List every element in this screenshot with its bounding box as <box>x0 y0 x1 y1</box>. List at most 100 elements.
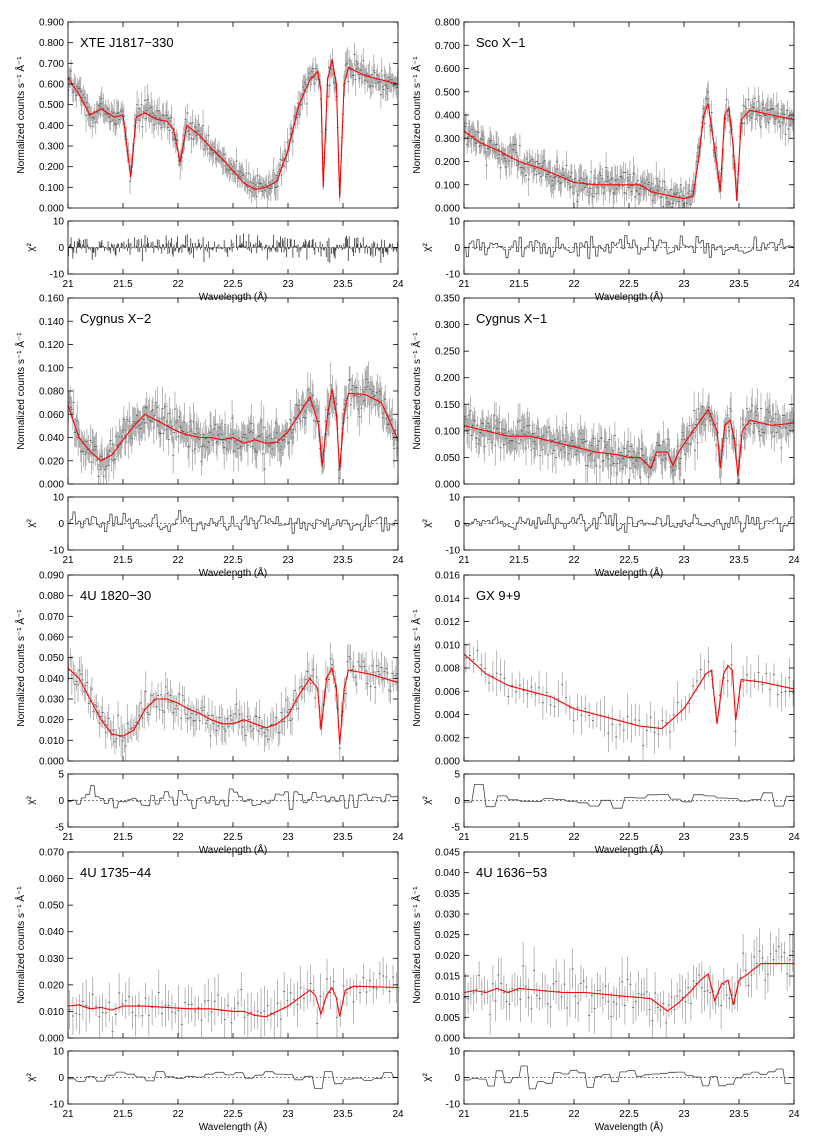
data-points <box>464 387 794 484</box>
y-tick-label: 0.120 <box>39 340 64 351</box>
y-tick-label: 0.000 <box>435 204 460 215</box>
y-tick-label: 0.000 <box>39 480 64 491</box>
x-tick-label: 23 <box>678 555 690 566</box>
y-tick-label: 0.100 <box>39 183 64 194</box>
residual-panel: -10 0 10 χ² 21 21.5 22 22.5 23 23.5 24 Wavelength (… <box>26 217 404 304</box>
residuals <box>68 1071 398 1089</box>
y-tick-label: 0.100 <box>435 426 460 437</box>
y-tick-label: 0.800 <box>435 18 460 29</box>
y-tick-label: 0.500 <box>39 100 64 111</box>
y-tick-label: 0.060 <box>39 410 64 421</box>
panel-4: 0.000 0.050 0.100 0.150 0.200 0.250 0.300 0.350… <box>410 294 800 580</box>
x-tick-label: 22 <box>172 555 184 566</box>
x-tick-label: 21 <box>62 279 74 290</box>
data-points <box>68 642 398 761</box>
x-tick-label: 22.5 <box>223 279 243 290</box>
data-points <box>464 640 794 761</box>
panel-5: 0.000 0.010 0.020 0.030 0.040 0.050 0.060 0.070… <box>14 571 404 857</box>
data-points <box>68 361 398 484</box>
x-tick-label: 22 <box>172 279 184 290</box>
y-tick-label: 0.060 <box>39 633 64 644</box>
y-tick-label: 0.000 <box>39 204 64 215</box>
y-tick-label: 0.008 <box>435 664 460 675</box>
y-tick-label: 0.040 <box>39 674 64 685</box>
residuals <box>68 510 398 534</box>
x-tick-label: 21.5 <box>113 1109 133 1120</box>
y-tick-label: 0.004 <box>435 710 460 721</box>
y-tick-label: 0.080 <box>39 591 64 602</box>
model-curve <box>464 408 794 477</box>
y-tick-label: 0.010 <box>435 640 460 651</box>
x-tick-label: 21 <box>458 832 470 843</box>
resid-axis-label: χ² <box>26 796 37 805</box>
y-tick-label: 0.030 <box>39 954 64 965</box>
x-tick-label: 22 <box>172 832 184 843</box>
x-tick-label: 23 <box>282 832 294 843</box>
y-axis-label: Normalized counts s⁻¹ Å⁻¹ <box>14 886 27 1004</box>
residual-panel: -10 0 10 χ² 21 21.5 22 22.5 23 23.5 24 Wavelength (… <box>26 1047 404 1134</box>
x-axis-label: Wavelength (Å) <box>595 566 664 579</box>
resid-axis-label: χ² <box>26 243 37 252</box>
x-tick-label: 21 <box>62 832 74 843</box>
y-tick-label: 0.700 <box>435 41 460 52</box>
resid-tick-label: 0 <box>454 243 460 254</box>
x-tick-label: 23 <box>282 1109 294 1120</box>
panel-3: 0.000 0.020 0.040 0.060 0.080 0.100 0.120 0.140… <box>14 294 404 580</box>
x-tick-label: 24 <box>788 832 800 843</box>
panel-8: 0.0000.0050.0100.0150.0200.0250.0300.035… <box>410 848 800 1134</box>
y-tick-label: 0.300 <box>39 142 64 153</box>
x-tick-label: 24 <box>788 555 800 566</box>
y-tick-label: 0.050 <box>39 653 64 664</box>
x-tick-label: 23 <box>678 832 690 843</box>
x-tick-label: 22 <box>568 555 580 566</box>
panel-title: 4U 1820−30 <box>80 588 151 603</box>
residual-panel: -10 0 10 χ² 21 21.5 22 22.5 23 23.5 24 Wavelength (… <box>26 493 404 580</box>
residual-steps <box>68 1071 398 1089</box>
x-tick-label: 21.5 <box>509 555 529 566</box>
residual-panel: -5 0 5 χ² 21 21.5 22 22.5 23 23.5 24 Wavelength (Å) <box>422 770 800 857</box>
residuals <box>68 233 398 264</box>
panel-2: 0.000 0.100 0.200 0.300 0.400 0.500 0.600 0.700… <box>410 18 800 304</box>
residual-steps <box>68 510 398 534</box>
y-tick-label: 0.150 <box>435 400 460 411</box>
x-tick-label: 21.5 <box>113 832 133 843</box>
y-tick-label: 0.000 <box>39 1034 64 1045</box>
x-tick-label: 23 <box>282 555 294 566</box>
y-tick-label: 0.050 <box>435 453 460 464</box>
resid-tick-label: -10 <box>50 1100 65 1111</box>
residual-steps <box>464 784 794 809</box>
panel-1: 0.000 0.100 0.200 0.300 0.400 0.500 0.600 0.700… <box>14 18 404 304</box>
x-tick-label: 21 <box>62 555 74 566</box>
resid-tick-label: 5 <box>454 770 460 781</box>
x-tick-label: 22.5 <box>223 555 243 566</box>
residual-panel: -10 0 10 χ² 21 21.5 22 22.5 23 23.5 24 Wavelength (… <box>422 493 800 580</box>
model-curve <box>68 666 398 745</box>
resid-axis-label: χ² <box>26 519 37 528</box>
y-tick-label: 0.250 <box>435 347 460 358</box>
x-tick-label: 22.5 <box>619 832 639 843</box>
y-tick-label: 0.020 <box>39 456 64 467</box>
resid-tick-label: 0 <box>58 519 64 530</box>
y-tick-label: 0.200 <box>39 162 64 173</box>
x-axis-label: Wavelength (Å) <box>199 566 268 579</box>
x-tick-label: 21 <box>458 279 470 290</box>
y-tick-label: 0.100 <box>435 180 460 191</box>
resid-axis-label: χ² <box>26 1073 37 1082</box>
resid-tick-label: 0 <box>454 796 460 807</box>
resid-tick-label: 10 <box>53 217 65 228</box>
x-tick-label: 22 <box>568 832 580 843</box>
y-tick-label: 0.200 <box>435 373 460 384</box>
x-axis-label: Wavelength (Å) <box>199 843 268 856</box>
x-tick-label: 21 <box>62 1109 74 1120</box>
x-tick-label: 22 <box>568 279 580 290</box>
x-tick-label: 22.5 <box>223 832 243 843</box>
resid-axis-label: χ² <box>422 243 433 252</box>
resid-tick-label: 5 <box>58 770 64 781</box>
resid-tick-label: 10 <box>53 493 65 504</box>
y-tick-label: 0.070 <box>39 848 64 859</box>
y-tick-label: 0.030 <box>39 695 64 706</box>
y-tick-label: 0.100 <box>39 363 64 374</box>
x-tick-label: 24 <box>392 279 404 290</box>
y-tick-label: 0.040 <box>39 927 64 938</box>
resid-tick-label: 10 <box>449 217 461 228</box>
